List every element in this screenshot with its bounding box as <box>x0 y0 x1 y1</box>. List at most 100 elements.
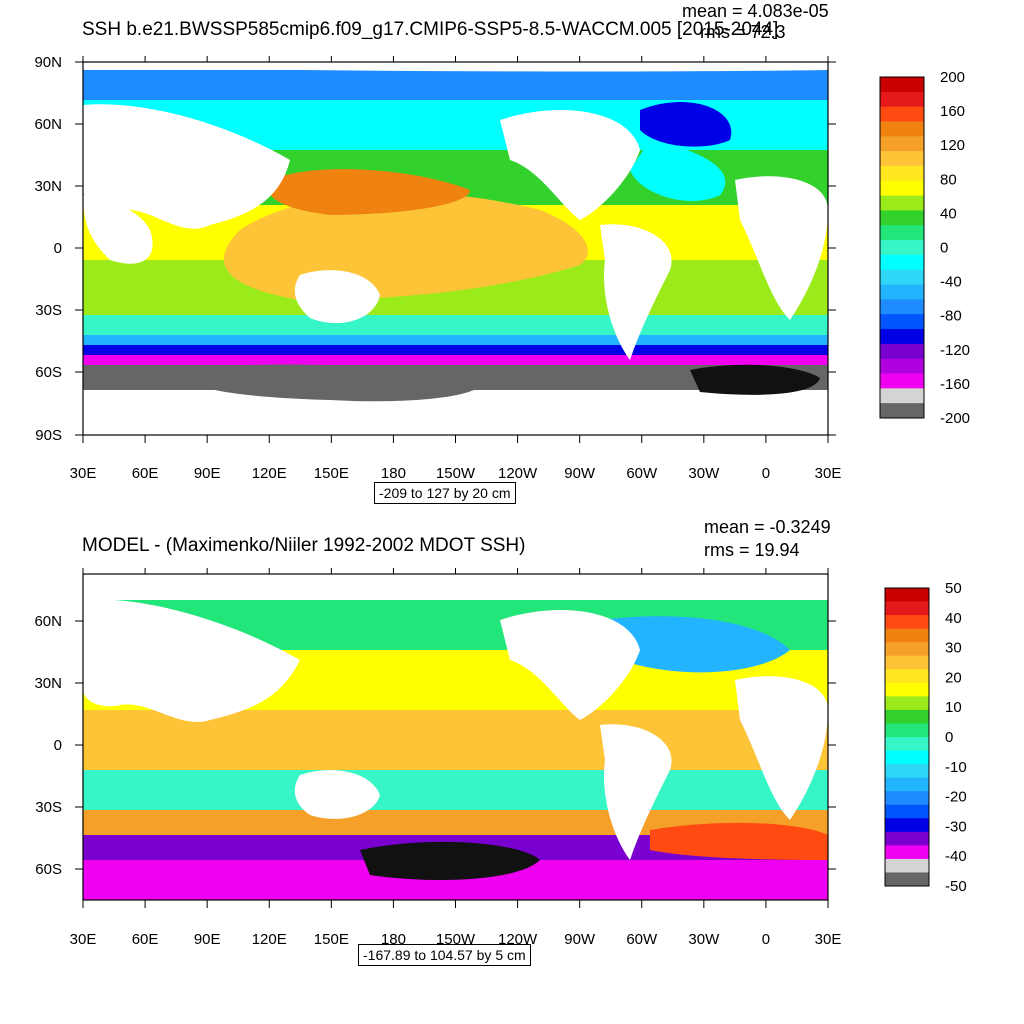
colorbar-swatch <box>880 106 924 122</box>
colorbar-swatch <box>880 329 924 345</box>
colorbar-swatch <box>880 343 924 360</box>
colorbar-swatch <box>885 588 929 603</box>
colorbar-frame <box>884 587 930 887</box>
colorbar-label: -120 <box>940 342 970 359</box>
colorbar-swatch <box>885 791 929 806</box>
colorbar-swatch <box>880 358 924 375</box>
colorbar-swatch <box>885 831 929 846</box>
bottom-contour-range: -167.89 to 104.57 by 5 cm <box>358 944 531 966</box>
top-land-masses <box>83 62 828 360</box>
lat-tick-label: 30S <box>35 302 62 319</box>
colorbar-label: -160 <box>940 376 970 393</box>
top-axis-ticks <box>75 56 836 443</box>
colorbar-label: -40 <box>945 848 967 865</box>
colorbar-swatch <box>880 373 924 389</box>
lon-tick-label: 30W <box>688 931 720 948</box>
lat-tick-label: 0 <box>54 240 62 257</box>
lat-tick-label: 30N <box>34 178 62 195</box>
bottom-rms-label: rms = 19.94 <box>704 540 800 560</box>
lon-tick-label: 180 <box>381 931 406 948</box>
colorbar-swatch <box>885 777 929 792</box>
lon-tick-label: 0 <box>762 465 770 482</box>
top-ssh-field <box>83 62 828 435</box>
lon-tick-label: 120W <box>498 465 538 482</box>
colorbar-label: 40 <box>945 610 962 627</box>
lon-tick-label: 90W <box>564 465 596 482</box>
colorbar-label: 20 <box>945 669 962 686</box>
lon-tick-label: 0 <box>762 931 770 948</box>
colorbar-swatch <box>880 269 924 286</box>
lon-tick-label: 150W <box>436 931 476 948</box>
lon-tick-label: 120E <box>252 931 287 948</box>
colorbar-swatch <box>885 655 929 670</box>
colorbar-swatch <box>880 314 924 330</box>
colorbar-label: -30 <box>945 818 967 835</box>
lat-tick-label: 60S <box>35 861 62 878</box>
colorbar-swatch <box>880 240 924 256</box>
colorbar-swatch <box>880 210 924 226</box>
colorbar-swatch <box>885 696 929 711</box>
colorbar-frame <box>879 76 925 419</box>
bottom-map-panel: 60N 30N 0 30S 60S 30E 60E 90E 120E 150E 180 150W 12… <box>34 568 967 948</box>
colorbar-swatch <box>885 601 929 616</box>
colorbar-swatch <box>880 77 924 93</box>
bottom-panel-title: MODEL - (Maximenko/Niiler 1992-2002 MDOT… <box>82 535 526 556</box>
lat-tick-label: 30S <box>35 799 62 816</box>
colorbar-label: 120 <box>940 137 965 154</box>
lon-tick-label: 150E <box>314 465 349 482</box>
colorbar-swatch <box>885 764 929 779</box>
lon-tick-label: 30W <box>688 465 720 482</box>
colorbar-swatch <box>885 818 929 833</box>
colorbar-swatch <box>880 225 924 241</box>
lat-tick-label: 0 <box>54 737 62 754</box>
colorbar-label: -50 <box>945 878 967 895</box>
colorbar-swatch <box>885 845 929 860</box>
colorbar-label: -200 <box>940 410 970 427</box>
colorbar-swatch <box>880 180 924 197</box>
lon-tick-label: 90E <box>194 465 221 482</box>
colorbar-swatch <box>880 136 924 152</box>
colorbar-swatch <box>880 388 924 404</box>
top-contour-range: -209 to 127 by 20 cm <box>374 482 516 504</box>
colorbar-swatch <box>880 299 924 315</box>
lon-tick-label: 30E <box>70 465 97 482</box>
colorbar-swatch <box>880 121 924 137</box>
colorbar-swatch <box>885 872 929 887</box>
colorbar-swatch <box>880 254 924 271</box>
colorbar-label: 160 <box>940 103 965 120</box>
colorbar-swatch <box>885 615 929 630</box>
top-panel-title: SSH b.e21.BWSSP585cmip6.f09_g17.CMIP6-SS… <box>82 19 779 40</box>
top-rms-label: rms = 72.3 <box>700 22 786 42</box>
lon-tick-label: 90W <box>564 931 596 948</box>
colorbar-swatch <box>880 165 924 182</box>
colorbar-label: -80 <box>940 308 962 325</box>
colorbar-swatch <box>885 737 929 752</box>
lon-tick-label: 30E <box>815 931 842 948</box>
colorbar-label: 0 <box>945 729 953 746</box>
lat-tick-label: 60N <box>34 613 62 630</box>
lat-tick-label: 60S <box>35 364 62 381</box>
lon-tick-label: 30E <box>815 465 842 482</box>
colorbar-label: 10 <box>945 699 962 716</box>
lon-tick-label: 30E <box>70 931 97 948</box>
colorbar-swatch <box>885 669 929 684</box>
colorbar-swatch <box>880 403 924 419</box>
lat-tick-label: 90S <box>35 427 62 444</box>
lon-tick-label: 60E <box>132 465 159 482</box>
colorbar-swatch <box>885 642 929 657</box>
top-map-panel: 90N 60N 30N 0 30S 60S 90S 30E 60E 90E 120E 150E 180… <box>34 54 970 482</box>
colorbar-label: -40 <box>940 274 962 291</box>
colorbar-swatch <box>885 723 929 738</box>
lon-tick-label: 60E <box>132 931 159 948</box>
colorbar-label: 80 <box>940 171 957 188</box>
bottom-land-masses <box>83 574 828 860</box>
colorbar-label: 50 <box>945 580 962 597</box>
lon-tick-label: 150E <box>314 931 349 948</box>
colorbar-label: 0 <box>940 240 948 257</box>
colorbar-label: 30 <box>945 640 962 657</box>
bottom-axis-ticks <box>75 568 836 908</box>
colorbar-swatch <box>885 682 929 697</box>
colorbar-swatch <box>880 195 924 211</box>
lon-tick-label: 90E <box>194 931 221 948</box>
lat-tick-label: 30N <box>34 675 62 692</box>
